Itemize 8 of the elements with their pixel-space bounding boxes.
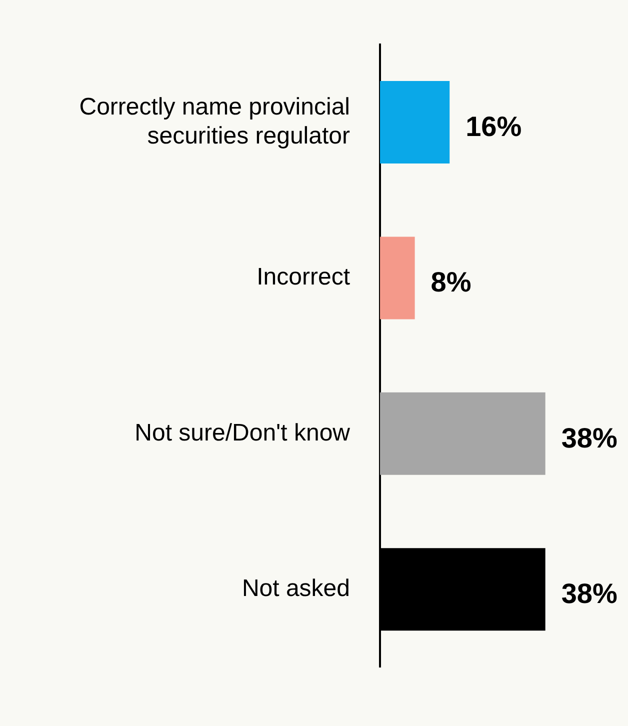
y-tick-label: Incorrect <box>256 264 350 291</box>
data-label: 16% <box>466 110 522 142</box>
data-label: 8% <box>430 266 472 298</box>
data-label: 38% <box>561 422 618 454</box>
y-tick-label: Correctly name provincial securities regulator <box>79 93 350 150</box>
data-label: 38% <box>561 578 618 610</box>
y-tick-label: Not asked <box>242 574 350 602</box>
y-tick-label: Not sure/Don't know <box>134 419 351 446</box>
